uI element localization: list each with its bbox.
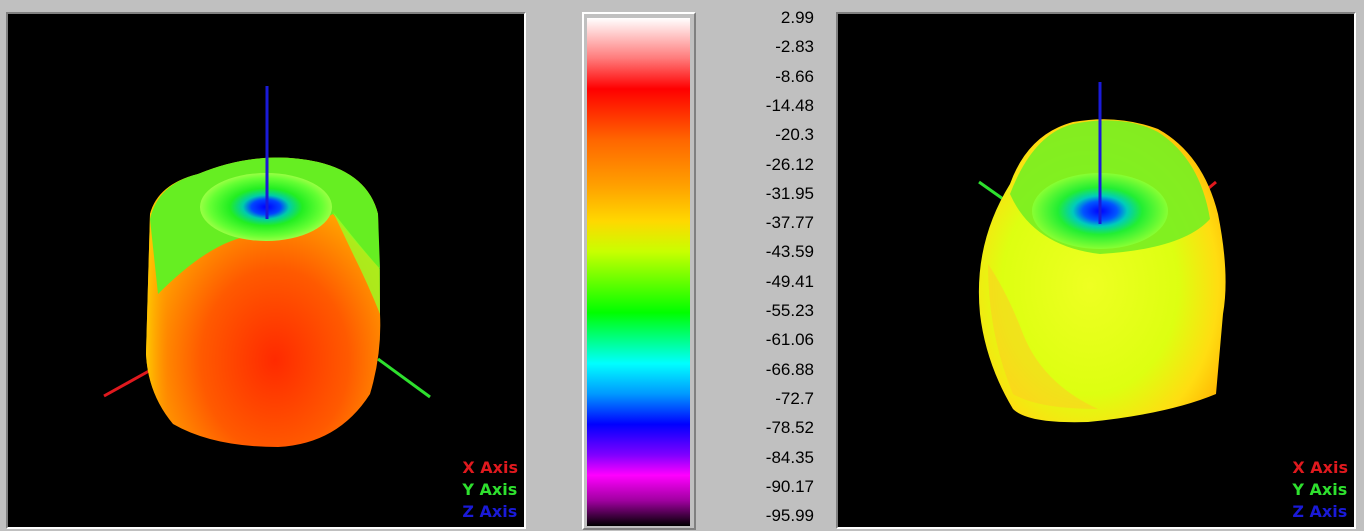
colorbar-tick-label: -61.06	[765, 330, 814, 350]
legend-z-axis: Z Axis	[1292, 502, 1348, 521]
colorbar-tick-label: -55.23	[765, 301, 814, 320]
axis-legend: X Axis Y Axis Z Axis	[1292, 457, 1348, 523]
colorbar-tick-label: -14.48	[765, 95, 814, 115]
colorbar-tick-label: -84.35	[765, 447, 814, 467]
colorbar-tick-label: -26.12	[765, 154, 814, 174]
legend-y-axis: Y Axis	[1292, 480, 1348, 499]
radiation-pattern-3d-left	[103, 86, 431, 448]
legend-x-axis: X Axis	[1292, 458, 1348, 477]
axis-legend: X Axis Y Axis Z Axis	[462, 457, 518, 523]
colorbar-tick-label: -8.66	[775, 66, 814, 86]
colorbar-tick-label: -78.52	[765, 418, 814, 438]
colorbar-tick-label: 2.99	[780, 8, 814, 27]
colorbar-tick-label: -37.77	[765, 213, 814, 233]
colorbar-tick-label: -31.95	[765, 183, 814, 203]
colorbar-tick-label: -2.83	[775, 37, 814, 57]
pattern-viewport-right[interactable]: X Axis Y Axis Z Axis	[836, 12, 1356, 529]
colorbar-tick-label: -43.59	[765, 242, 814, 262]
legend-y-axis: Y Axis	[462, 480, 518, 499]
colorbar-tick-label: -90.17	[765, 476, 814, 496]
pattern-viewport-left[interactable]: X Axis Y Axis Z Axis	[6, 12, 526, 529]
colorbar-scale: 2.99 -2.83 -8.66 -14.48 -20.3 -26.12 -31.95 -37…	[700, 8, 814, 531]
legend-x-axis: X Axis	[462, 458, 518, 477]
colorbar-gradient	[587, 18, 690, 526]
colorbar-tick-label: -49.41	[765, 271, 814, 291]
y-axis-line	[377, 357, 431, 399]
colorbar-tick-label: -66.88	[765, 359, 814, 379]
radiation-pattern-3d-right	[978, 82, 1226, 423]
legend-z-axis: Z Axis	[462, 502, 518, 521]
colorbar-tick-label: -20.3	[775, 125, 814, 145]
colorbar-tick-label: -95.99	[765, 506, 814, 526]
colorbar-tick-label: -72.7	[775, 388, 814, 408]
